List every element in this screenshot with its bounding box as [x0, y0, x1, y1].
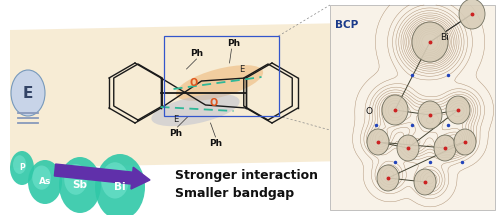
Text: Bi: Bi: [440, 34, 449, 43]
Ellipse shape: [377, 165, 399, 191]
Ellipse shape: [367, 129, 389, 155]
Ellipse shape: [454, 129, 476, 155]
Bar: [164, 36, 278, 116]
Ellipse shape: [95, 154, 145, 215]
Ellipse shape: [418, 101, 442, 129]
Ellipse shape: [13, 155, 26, 174]
Text: O: O: [210, 98, 218, 108]
Ellipse shape: [459, 0, 485, 29]
Ellipse shape: [11, 70, 45, 116]
Text: E: E: [173, 115, 178, 123]
Text: Ph: Ph: [169, 129, 182, 138]
Text: Ph: Ph: [190, 49, 203, 57]
Bar: [330, 5, 495, 210]
Text: Sb: Sb: [72, 180, 88, 190]
Text: P: P: [19, 163, 25, 172]
Text: Ph: Ph: [227, 38, 240, 48]
Ellipse shape: [64, 164, 88, 195]
Ellipse shape: [101, 162, 129, 198]
Polygon shape: [10, 22, 395, 168]
Ellipse shape: [176, 65, 263, 101]
Ellipse shape: [434, 135, 456, 161]
Ellipse shape: [28, 160, 62, 204]
Text: BCP: BCP: [335, 20, 358, 30]
Text: As: As: [39, 178, 51, 186]
Ellipse shape: [382, 95, 408, 125]
Ellipse shape: [414, 169, 436, 195]
Ellipse shape: [397, 135, 419, 161]
Text: E: E: [23, 86, 33, 100]
Text: E: E: [239, 64, 244, 74]
Ellipse shape: [59, 157, 101, 213]
Ellipse shape: [446, 96, 470, 124]
Text: Bi: Bi: [114, 182, 126, 192]
Ellipse shape: [412, 22, 448, 62]
FancyArrow shape: [54, 164, 150, 189]
Ellipse shape: [152, 94, 240, 126]
Text: O: O: [365, 108, 372, 117]
Text: Ph: Ph: [209, 138, 222, 147]
Text: Stronger interaction
Smaller bandgap: Stronger interaction Smaller bandgap: [175, 169, 318, 201]
Text: O: O: [190, 78, 198, 88]
Ellipse shape: [10, 151, 34, 185]
Ellipse shape: [32, 166, 51, 190]
